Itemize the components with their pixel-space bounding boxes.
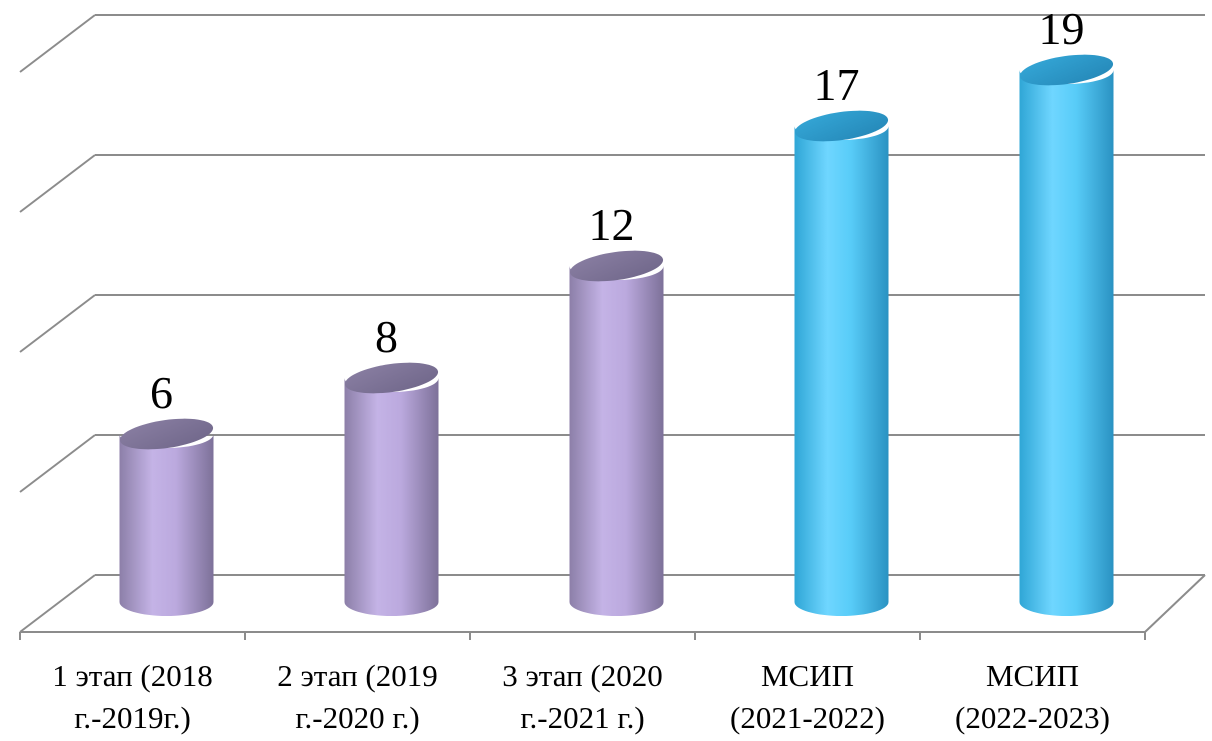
category-label: г.-2019г.) <box>74 700 191 735</box>
gridline-side <box>19 14 96 73</box>
bar-body <box>794 126 889 617</box>
data-label: 12 <box>589 199 635 250</box>
bar-top <box>794 110 889 142</box>
bar <box>119 418 214 616</box>
data-labels: 6 8 12 17 19 <box>150 3 1085 418</box>
bar-body <box>344 378 439 617</box>
data-label: 19 <box>1039 3 1085 54</box>
gridline-side <box>19 574 96 633</box>
category-labels: 1 этап (2018 г.-2019г.) 2 этап (2019 г.-202… <box>52 658 1110 735</box>
bar-body <box>1019 70 1114 617</box>
data-label: 17 <box>814 59 860 110</box>
category-label: (2022-2023) <box>955 700 1110 735</box>
category-label: 3 этап (2020 <box>502 658 663 693</box>
gridline-side <box>19 434 96 493</box>
bar-body <box>569 266 664 617</box>
bar-top <box>569 250 664 282</box>
gridline-side <box>19 154 96 213</box>
floor-edge <box>1144 574 1206 633</box>
bar <box>1019 54 1114 617</box>
category-label: г.-2021 г.) <box>520 700 644 735</box>
category-label: 2 этап (2019 <box>277 658 438 693</box>
category-label: (2021-2022) <box>730 700 885 735</box>
bar-body <box>119 434 214 616</box>
data-label: 8 <box>375 311 398 362</box>
gridline-side <box>19 294 96 353</box>
category-label: МСИП <box>986 658 1079 693</box>
bars <box>119 54 1114 617</box>
category-label: г.-2020 г.) <box>295 700 419 735</box>
category-label: 1 этап (2018 <box>52 658 213 693</box>
category-label: МСИП <box>761 658 854 693</box>
bar-top <box>119 418 214 450</box>
data-label: 6 <box>150 367 173 418</box>
bar-top <box>1019 54 1114 86</box>
bar <box>794 110 889 617</box>
bar <box>569 250 664 617</box>
bar-top <box>344 362 439 394</box>
bar <box>344 362 439 617</box>
